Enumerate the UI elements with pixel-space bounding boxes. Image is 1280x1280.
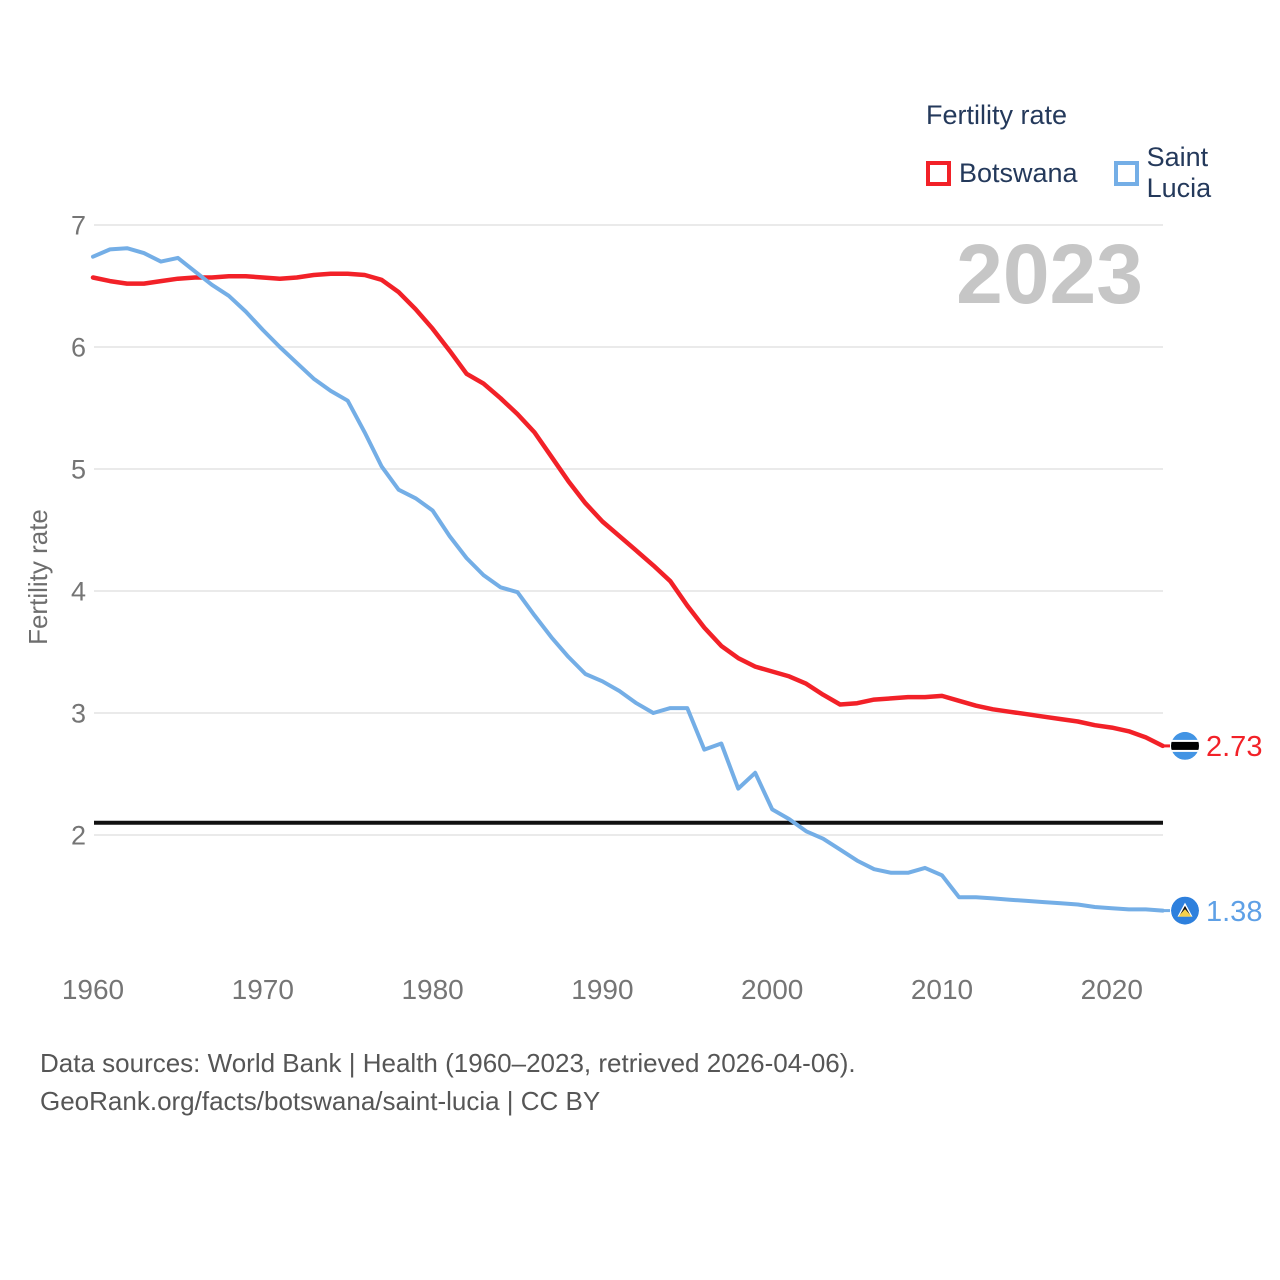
saint-lucia-end-value: 1.38 (1206, 896, 1262, 928)
y-tick-label: 4 (71, 576, 86, 606)
y-tick-label: 2 (71, 820, 86, 850)
x-tick-label: 2000 (741, 974, 803, 1005)
y-tick-label: 5 (71, 454, 86, 484)
legend-item-botswana[interactable]: Botswana (926, 158, 1078, 189)
watermark-year: 2023 (956, 227, 1143, 321)
x-tick-label: 1970 (232, 974, 294, 1005)
y-axis-title: Fertility rate (23, 509, 53, 645)
y-tick-label: 6 (71, 332, 86, 362)
x-tick-label: 1960 (62, 974, 124, 1005)
saint-lucia-flag-icon (1171, 896, 1199, 925)
footer: Data sources: World Bank | Health (1960–… (40, 1044, 856, 1120)
botswana-flag-icon (1171, 731, 1199, 760)
saint-lucia-swatch-icon (1113, 160, 1139, 186)
legend-title: Fertility rate (926, 100, 1068, 130)
x-tick-label: 1980 (401, 974, 463, 1005)
botswana-end-value: 2.73 (1206, 731, 1262, 763)
botswana-swatch-icon (926, 160, 951, 186)
legend-label-botswana: Botswana (959, 157, 1078, 188)
legend-items: Botswana Saint Lucia (926, 142, 1280, 204)
legend: Fertility rate Botswana Saint Lucia (926, 100, 1280, 204)
x-tick-label: 1990 (571, 974, 633, 1005)
x-tick-label: 2010 (911, 974, 973, 1005)
x-tick-label: 2020 (1081, 974, 1143, 1005)
saint-lucia-line[interactable] (91, 246, 1165, 913)
legend-item-saint-lucia[interactable]: Saint Lucia (1113, 142, 1280, 204)
footer-data-sources: Data sources: World Bank | Health (1960–… (40, 1048, 856, 1078)
y-tick-label: 3 (71, 698, 86, 728)
footer-attribution: GeoRank.org/facts/botswana/saint-lucia |… (40, 1086, 601, 1116)
legend-label-saint-lucia: Saint Lucia (1146, 142, 1212, 203)
botswana-line[interactable] (90, 271, 1165, 749)
y-tick-label: 7 (71, 210, 86, 240)
